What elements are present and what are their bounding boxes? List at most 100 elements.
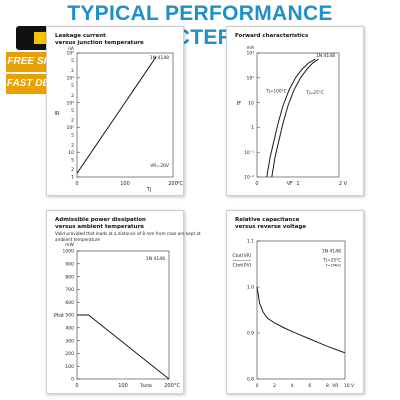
x-axis-label: VR [332, 383, 338, 389]
series-line [266, 58, 316, 178]
y-tick-label: 10⁻¹ [244, 150, 254, 156]
y-tick-label: 10⁵ [66, 51, 74, 57]
annotation-label: f=1MHz [326, 262, 341, 267]
y-tick-label: 600 [65, 300, 74, 306]
x-tick-label: 1 [296, 181, 299, 187]
plot-frame [256, 52, 340, 178]
x-tick-label: 100 [120, 181, 130, 187]
y-axis-label: IF [237, 101, 241, 107]
x-tick-label: 6 [308, 383, 311, 389]
y-tick-label: 900 [65, 262, 74, 268]
y-tick-label: 1 [71, 175, 74, 181]
x-unit-label: °C [174, 383, 181, 389]
annotation-label: VR=20V [150, 163, 170, 169]
x-tick-label: 0 [256, 383, 259, 389]
y-tick-label: 10⁻² [244, 175, 254, 181]
x-tick-label: 2 [273, 383, 276, 389]
x-axis-label: Tamb [139, 383, 152, 389]
plot-frame [76, 250, 170, 380]
x-tick-label: 4 [291, 383, 294, 389]
y-unit-label: mW [65, 242, 74, 248]
plot-frame [256, 240, 346, 380]
series-label: Tj=100°C [265, 89, 286, 94]
y-tick-label: 1 [251, 125, 254, 131]
x-tick-label: 0 [75, 383, 78, 389]
x-tick-label: 200 [168, 181, 178, 187]
y-tick-label: 1000 [63, 249, 75, 255]
series-line [256, 286, 346, 354]
chart-power-dissipation: Admissible power dissipation versus ambi… [46, 210, 201, 394]
y-tick-label: 10 [68, 150, 74, 156]
y-tick-label: 2 [71, 68, 74, 74]
y-tick-label: 400 [65, 326, 74, 332]
legend-label: 1N 4148 [322, 249, 341, 255]
x-tick-label: 2 V [339, 181, 348, 187]
legend-label: 1N 4148 [146, 256, 165, 262]
chart-note: Valid provided that leads at a distance … [55, 231, 201, 242]
plot-frame [76, 52, 174, 178]
chart-forward-characteristics: Forward characteristics 10⁻² 10⁻¹ 1 10 10² 10… [226, 26, 364, 196]
y-tick-label: 100 [65, 364, 74, 370]
y-tick-label: 1.0 [247, 285, 254, 291]
chart-title: Forward characteristics [235, 33, 309, 39]
x-tick-label: 100 [118, 383, 128, 389]
y-tick-label: 5 [71, 83, 74, 89]
x-unit-label: °C [177, 181, 184, 187]
y-tick-label: 0.9 [247, 331, 254, 337]
legend-label: 1N 4148 [150, 55, 169, 61]
y-tick-label: 10 [248, 100, 254, 106]
chart-relative-capacitance: Relative capacitance versus reverse volt… [226, 210, 364, 394]
x-tick-label: 200 [164, 383, 174, 389]
series-line [271, 58, 319, 178]
x-tick-label: 8 [326, 383, 329, 389]
y-tick-label: 10² [66, 125, 74, 131]
y-tick-label: 10³ [246, 51, 254, 57]
series-line [77, 314, 170, 380]
y-tick-label: 300 [65, 338, 74, 344]
annotation-label: Tj=25°C [322, 258, 341, 263]
y-axis-label-top: Ctot(VR) [232, 253, 251, 259]
y-tick-label: 1.1 [247, 239, 254, 245]
y-tick-label: 10⁴ [66, 76, 74, 82]
chart-leakage-current: Leakage current versus junction temperat… [46, 26, 184, 196]
series-label: Tj=25°C [305, 90, 324, 95]
chart-subtitle: versus ambient temperature [55, 224, 145, 230]
y-unit-label: nA [68, 46, 75, 52]
y-tick-label: 5 [71, 58, 74, 64]
y-tick-label: 10³ [66, 100, 74, 106]
y-tick-label: 2 [71, 142, 74, 148]
relative-capacitance-plot: 0.8 0.9 1.0 1.1 0 2 4 6 8 10 V VR Ctot(VR) Ctot(0V) 1… [232, 239, 355, 389]
y-tick-label: 10² [246, 76, 254, 82]
y-tick-label: 700 [65, 287, 74, 293]
chart-title: Leakage current [55, 33, 106, 39]
y-tick-label: 5 [71, 108, 74, 114]
x-tick-label: 10 V [344, 383, 355, 389]
y-axis-label: Ptot [54, 313, 64, 319]
y-tick-label: 500 [65, 313, 74, 319]
chart-title: Admissible power dissipation [55, 217, 146, 223]
x-axis-label: VF [287, 181, 293, 187]
y-tick-label: 2 [71, 167, 74, 173]
x-tick-label: 0 [255, 181, 258, 187]
y-tick-label: 5 [71, 133, 74, 139]
y-tick-label: 2 [71, 93, 74, 99]
chart-title: Relative capacitance [235, 217, 300, 223]
y-axis-label: IR [55, 111, 60, 117]
y-tick-label: 200 [65, 351, 74, 357]
legend-label: 1N 4148 [316, 53, 335, 59]
series-line [76, 56, 157, 174]
chart-subtitle: versus junction temperature [55, 40, 144, 46]
y-axis-label-bottom: Ctot(0V) [233, 262, 252, 268]
chart-subtitle: versus reverse voltage [235, 224, 307, 230]
y-tick-label: 800 [65, 274, 74, 280]
y-tick-label: 0 [71, 377, 74, 383]
y-unit-label: mA [247, 45, 255, 51]
y-tick-label: 5 [71, 157, 74, 163]
y-tick-label: 2 [71, 118, 74, 124]
y-tick-label: 0.8 [247, 377, 254, 383]
x-axis-label: Tj [146, 187, 151, 193]
x-tick-label: 0 [75, 181, 78, 187]
